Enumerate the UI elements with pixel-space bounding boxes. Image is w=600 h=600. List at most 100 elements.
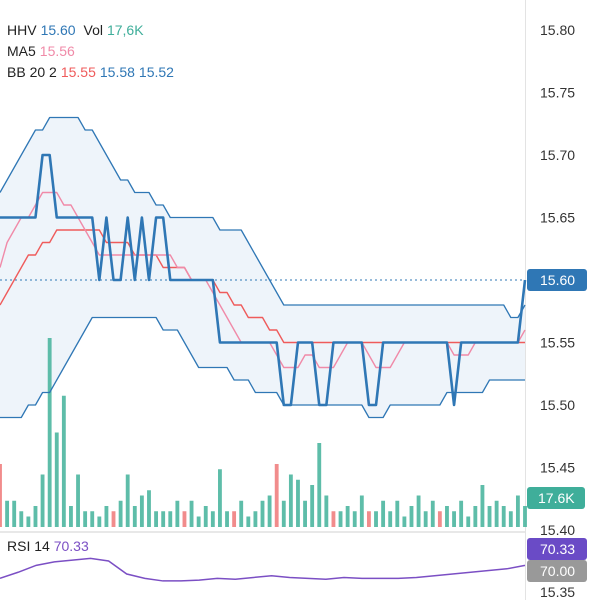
legend-bb-lower: 15.52	[138, 64, 174, 80]
bb-lower-line	[0, 316, 525, 419]
volume-bar	[69, 506, 73, 527]
volume-bar	[437, 511, 442, 527]
volume-bar	[523, 506, 527, 527]
volume-bar	[111, 511, 116, 527]
volume-bar	[132, 506, 137, 527]
y-tick-label: 15.80	[540, 22, 575, 38]
y-tick-label: 15.75	[540, 85, 575, 101]
volume-bar	[210, 511, 215, 527]
y-tick-label: 15.55	[540, 335, 575, 351]
volume-bar	[168, 511, 173, 527]
legend-ma-label: MA5	[7, 43, 36, 59]
legend-price-label: HHV	[7, 22, 37, 38]
volume-bar	[374, 511, 378, 527]
rsi-label: RSI 14	[7, 538, 50, 554]
volume-bar	[331, 511, 336, 527]
volume-bar	[388, 511, 393, 527]
legend-price-value: 15.60	[40, 22, 76, 38]
volume-bar	[33, 506, 38, 527]
volume-bar	[246, 516, 251, 527]
volume-bar	[487, 506, 492, 527]
rsi-value-badge-text: 70.33	[540, 541, 575, 557]
volume-bar	[366, 511, 371, 527]
volume-bar	[352, 511, 357, 527]
volume-bar	[430, 500, 435, 527]
rsi-panel: 70.33 70.00 15.35	[0, 538, 587, 600]
volume-bar	[5, 500, 10, 527]
y-tick-label: 15.65	[540, 210, 575, 226]
volume-bar	[381, 500, 386, 527]
rsi-line	[0, 557, 526, 582]
volume-bar	[310, 485, 315, 527]
volume-bar	[423, 511, 428, 527]
volume-bar	[54, 432, 59, 527]
rsi-legend: RSI 14 70.33	[7, 538, 89, 554]
legend-row-bb: BB 20 2 15.55 15.58 15.52	[7, 64, 178, 80]
volume-bar	[296, 479, 300, 527]
volume-bar	[494, 500, 499, 527]
y-tick-label: 15.50	[540, 397, 575, 413]
volume-bar	[19, 511, 24, 527]
legend-bb-upper: 15.55	[60, 64, 96, 80]
volume-bar	[473, 506, 478, 527]
volume-bar	[47, 338, 52, 527]
y-tick-label: 15.70	[540, 147, 575, 163]
volume-bar	[139, 495, 144, 527]
rsi-value: 70.33	[53, 538, 89, 554]
volume-bar	[324, 495, 329, 527]
volume-bar	[76, 474, 80, 527]
price-line	[0, 153, 527, 407]
volume-bar	[26, 516, 31, 527]
volume-bar	[260, 500, 265, 527]
volume-bar	[480, 485, 485, 527]
volume-bar	[452, 511, 456, 527]
volume-bar	[12, 500, 17, 527]
volume-bar	[317, 443, 322, 527]
volume-bar	[232, 511, 237, 527]
price-lines	[0, 116, 527, 419]
volume-bar	[416, 495, 421, 527]
volume-bar	[61, 395, 66, 527]
rsi-value-badge	[527, 538, 587, 560]
volume-bar	[345, 506, 350, 527]
volume-bar	[203, 506, 208, 527]
volume-bar	[445, 506, 449, 527]
volume-bar	[189, 500, 194, 527]
rsi-axis-label: 15.35	[540, 584, 575, 600]
volume-bar	[338, 511, 343, 527]
axis-badges: 15.60 17.6K	[527, 269, 587, 509]
rsi-level-badge-text: 70.00	[540, 563, 575, 579]
volume-bar	[218, 469, 222, 527]
volume-bar	[288, 474, 293, 527]
volume-bar	[239, 500, 244, 527]
legend-bb-mid: 15.58	[99, 64, 135, 80]
volume-bar	[118, 500, 123, 527]
bb-upper-line	[0, 116, 526, 319]
volume-badge-text: 17.6K	[538, 490, 575, 506]
volume-bar	[267, 495, 272, 527]
volume-bar	[40, 474, 45, 527]
volume-bar	[182, 511, 187, 527]
volume-bar	[125, 474, 130, 527]
legend-row-price: HHV 15.60 Vol 17,6K	[7, 22, 148, 38]
price-badge	[527, 269, 587, 291]
price-reference-line	[0, 0, 526, 600]
volume-bar	[274, 464, 279, 527]
volume-bar	[196, 516, 201, 527]
volume-bar	[154, 511, 159, 527]
volume-bar	[459, 500, 464, 527]
volume-bar	[402, 516, 407, 527]
volume-bar	[515, 495, 520, 527]
volume-badge	[527, 487, 585, 509]
y-tick-label: 15.45	[540, 460, 575, 476]
volume-bar	[90, 511, 95, 527]
volume-bar	[253, 511, 258, 527]
price-badge-text: 15.60	[540, 272, 575, 288]
legend-vol-value: 17,6K	[106, 22, 144, 38]
rsi-level-badge	[527, 560, 587, 582]
volume-bar	[104, 506, 109, 527]
y-tick-label: 15.40	[540, 522, 575, 538]
volume-bar	[508, 511, 513, 527]
volume-bar	[83, 511, 88, 527]
